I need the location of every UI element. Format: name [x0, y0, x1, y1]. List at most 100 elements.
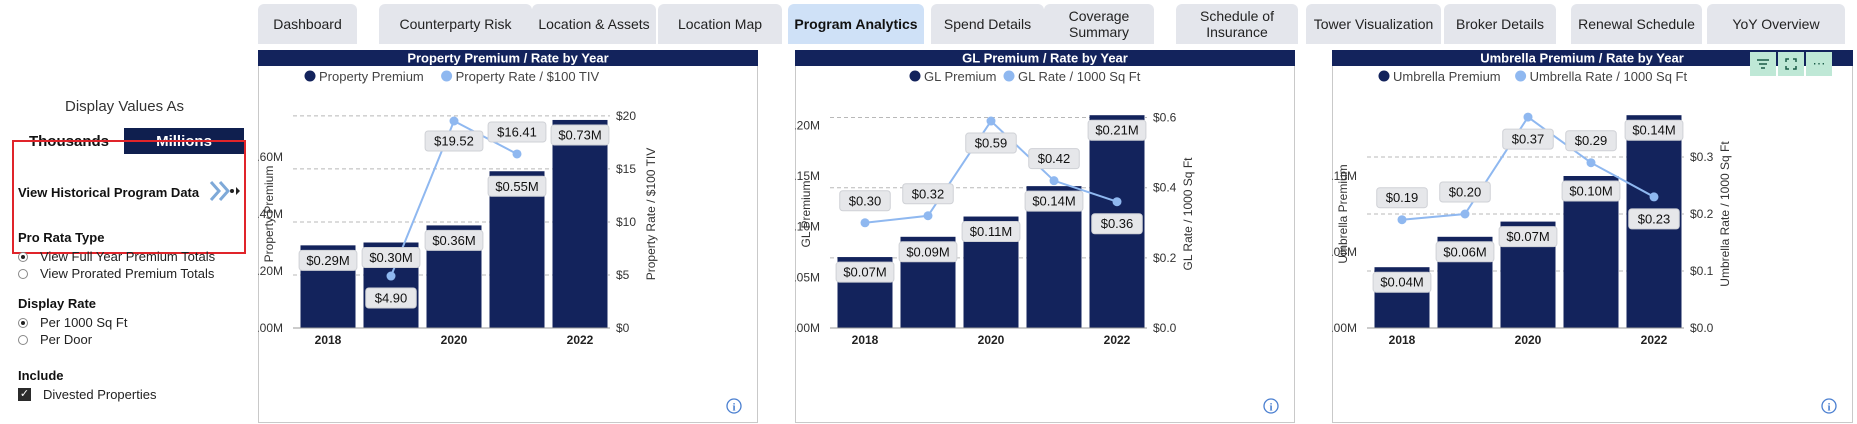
- y-tick-label: $0.10M: [795, 220, 820, 234]
- tab-location-map[interactable]: Location Map: [658, 4, 782, 44]
- rate-label-2020-box: [424, 130, 484, 152]
- tab-location-assets[interactable]: Location & Assets: [532, 4, 656, 44]
- tab-broker-details[interactable]: Broker Details: [1444, 4, 1556, 44]
- chevron-right-icon[interactable]: [208, 178, 242, 204]
- bar-label-2019-box: [1435, 241, 1495, 263]
- bar-label-2019-box: [898, 241, 958, 263]
- bar-label-2021: $0.10M: [1569, 184, 1612, 199]
- display-values-label: Display Values As: [65, 98, 184, 115]
- bar-label-2019-box: [361, 247, 421, 268]
- bar-label-2018-group: $0.29M: [298, 249, 358, 271]
- legend-bar-label: Umbrella Premium: [1393, 69, 1501, 84]
- rate-label-2018-group: $0.30: [839, 190, 891, 212]
- bar-label-2021: $0.14M: [1032, 194, 1075, 209]
- legend-bar-marker: [1378, 70, 1390, 82]
- y-tick-label: $0.00M: [1332, 321, 1357, 335]
- rate-point-2020: [1523, 112, 1533, 122]
- bar-label-2021-group: $0.14M: [1024, 190, 1084, 212]
- tab-counterparty-risk[interactable]: Counterparty Risk: [379, 4, 532, 44]
- bar-label-2022: $0.73M: [558, 127, 601, 142]
- rate-label-2019-group: $0.20: [1439, 181, 1491, 203]
- legend-line-marker: [441, 70, 453, 82]
- radio-icon: [18, 334, 28, 345]
- bar-label-2020: $0.07M: [1506, 229, 1549, 244]
- pro-rata-title: Pro Rata Type: [18, 230, 105, 245]
- rate-label-2019-box: [365, 287, 417, 309]
- bar-label-2018: $0.04M: [1380, 275, 1423, 290]
- info-icon-glyph: i: [1827, 402, 1830, 414]
- rate-label-2021-group: $0.29: [1565, 130, 1617, 152]
- focus-mode-icon[interactable]: [1778, 52, 1804, 76]
- bar-label-2020-group: $0.07M: [1498, 226, 1558, 248]
- include-divested-checkbox[interactable]: ✓ Divested Properties: [18, 387, 156, 402]
- umbrella-chart: Umbrella Premium / Rate by Year Umbrella …: [1332, 50, 1853, 423]
- checkbox-checked-icon: ✓: [18, 388, 31, 401]
- rate-label-2020-box: [965, 132, 1017, 154]
- pro-rata-option-full[interactable]: View Full Year Premium Totals: [18, 249, 215, 264]
- bar-label-2022-group: $0.73M: [550, 124, 610, 146]
- y2-tick-label: $5: [616, 268, 630, 282]
- rate-point-2021: [1586, 158, 1596, 168]
- info-icon[interactable]: i: [726, 398, 742, 414]
- display-rate-option-sqft[interactable]: Per 1000 Sq Ft: [18, 315, 127, 330]
- x-tick-label: 2018: [852, 333, 879, 347]
- x-tick-label: 2018: [1389, 333, 1416, 347]
- pro-rata-option-prorated[interactable]: View Prorated Premium Totals: [18, 266, 214, 281]
- x-tick-label: 2020: [1515, 333, 1542, 347]
- y-tick-label: $0.60M: [258, 150, 283, 164]
- rate-label-2021: $0.42: [1038, 151, 1071, 166]
- tab-renewal-schedule[interactable]: Renewal Schedule: [1571, 4, 1702, 44]
- rate-label-2021-group: $0.42: [1028, 148, 1080, 170]
- tab-schedule-of-insurance[interactable]: Schedule of Insurance: [1176, 4, 1298, 44]
- tab-coverage-summary[interactable]: Coverage Summary: [1044, 4, 1154, 44]
- rate-point-2019: [386, 271, 396, 281]
- bar-label-2018-box: [1372, 271, 1432, 293]
- bar-label-2020-group: $0.36M: [424, 229, 484, 251]
- display-rate-option-door[interactable]: Per Door: [18, 332, 92, 347]
- rate-label-2020-box: [1502, 128, 1554, 150]
- bar-label-2019: $0.06M: [1443, 244, 1486, 259]
- rate-label-2018-box: [839, 190, 891, 212]
- rate-label-2019-group: $0.32: [902, 183, 954, 205]
- y2-tick-label: $0: [616, 321, 630, 335]
- view-historical-label: View Historical Program Data: [18, 185, 200, 200]
- filter-icon[interactable]: [1750, 52, 1776, 76]
- rate-label-2020-group: $19.52: [424, 130, 484, 152]
- bar-label-2019-group: $0.30M: [361, 247, 421, 268]
- bar-label-2022-group: $0.21M: [1087, 119, 1147, 141]
- bar-label-2021-box: [1561, 180, 1621, 202]
- rate-point-2021: [512, 149, 522, 159]
- tab-tower-visualization[interactable]: Tower Visualization: [1306, 4, 1441, 44]
- rate-label-2022-group: $0.36: [1091, 213, 1143, 235]
- x-tick-label: 2020: [978, 333, 1005, 347]
- y2-axis-title: GL Rate / 1000 Sq Ft: [1181, 157, 1195, 271]
- info-icon-circle: [1821, 398, 1837, 414]
- rate-label-2021: $16.41: [497, 124, 537, 139]
- legend-line-marker: [1003, 70, 1015, 82]
- bar-label-2021-group: $0.55M: [487, 175, 547, 197]
- rate-label-2021-box: [487, 121, 547, 143]
- bar-label-2018: $0.29M: [306, 253, 349, 268]
- more-options-icon[interactable]: ⋯: [1806, 52, 1832, 76]
- info-icon[interactable]: i: [1263, 398, 1279, 414]
- tab-program-analytics[interactable]: Program Analytics: [788, 4, 924, 44]
- bar-label-2020-box: [424, 229, 484, 251]
- chart-title-bar: [795, 50, 1295, 66]
- tab-yoy-overview[interactable]: YoY Overview: [1707, 4, 1845, 44]
- tab-dashboard[interactable]: Dashboard: [258, 4, 357, 44]
- info-icon[interactable]: i: [1821, 398, 1837, 414]
- chart-title: Umbrella Premium / Rate by Year: [1480, 51, 1684, 66]
- rate-point-2022: [1649, 192, 1659, 202]
- y2-tick-label: $20: [616, 109, 636, 123]
- rate-label-2022: $0.23: [1638, 211, 1671, 226]
- legend-bar-marker: [909, 70, 921, 82]
- tab-spend-details[interactable]: Spend Details: [931, 4, 1044, 44]
- rate-label-2021-box: [1565, 130, 1617, 152]
- rate-label-2020: $0.37: [1512, 132, 1545, 147]
- info-icon-circle: [1263, 398, 1279, 414]
- y2-tick-label: $0.2: [1690, 207, 1714, 221]
- rate-label-2022-box: [1091, 213, 1143, 235]
- chart-title-bar: [258, 50, 758, 66]
- option-label: View Prorated Premium Totals: [40, 266, 215, 281]
- y-tick-label: $0.40M: [258, 207, 283, 221]
